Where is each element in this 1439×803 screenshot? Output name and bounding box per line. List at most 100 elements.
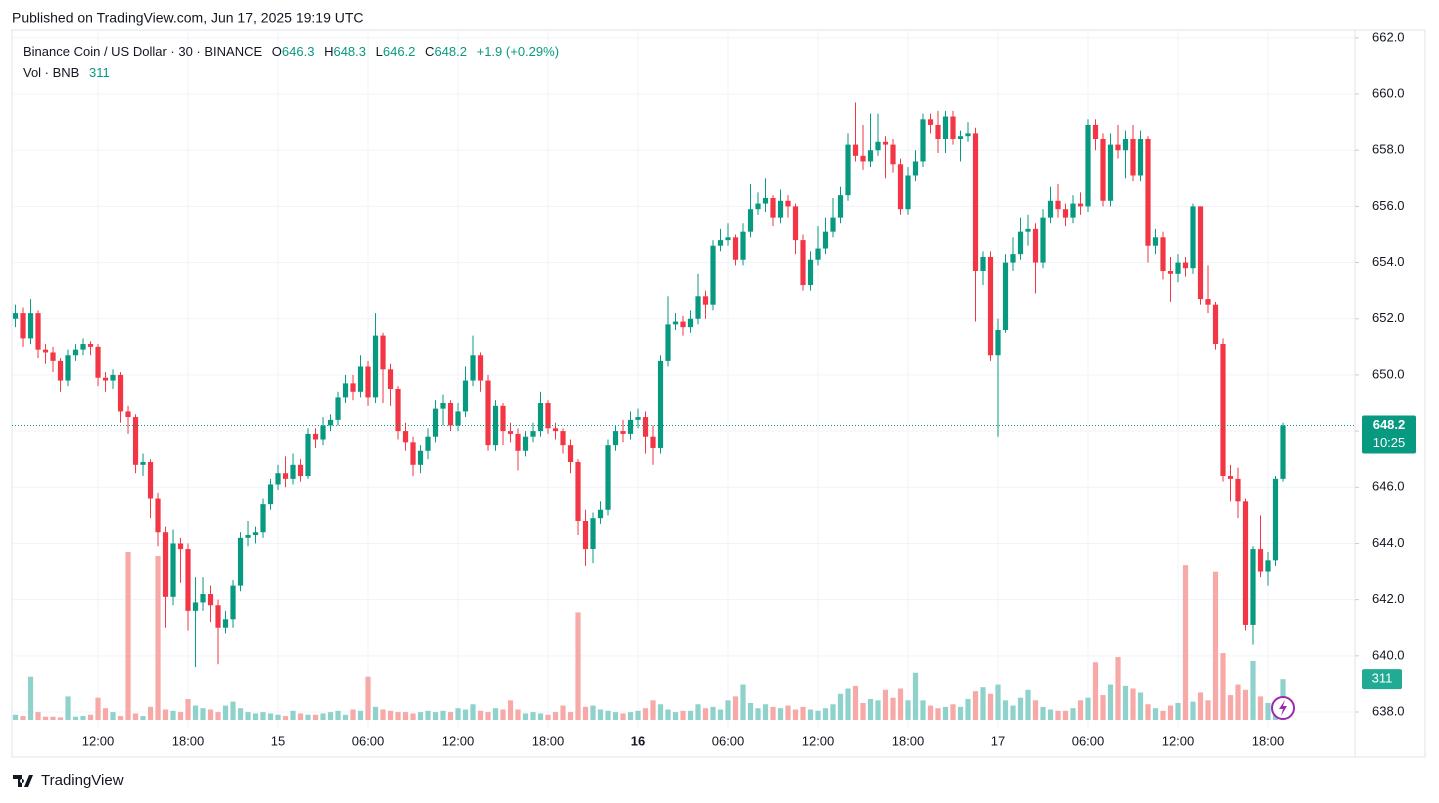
candle-body: [312, 433, 319, 440]
volume-bar: [170, 710, 176, 720]
change: +1.9: [477, 44, 503, 59]
candle-body: [297, 464, 304, 477]
volume-bar: [312, 714, 319, 720]
volume-bar: [290, 710, 296, 720]
candle-body: [950, 116, 956, 139]
volume-bar: [942, 706, 949, 720]
last-price-box: [1362, 415, 1416, 454]
candle-body: [1242, 501, 1249, 625]
candle-body: [1257, 549, 1264, 572]
candle-body: [1055, 200, 1061, 210]
candle-body: [657, 360, 664, 448]
candle-body: [702, 296, 709, 305]
volume-bar: [1160, 710, 1166, 720]
candle-body: [740, 231, 746, 260]
candle-body: [687, 318, 694, 328]
candle-body: [882, 141, 889, 145]
candle-body: [417, 450, 424, 465]
candle-body: [357, 366, 364, 392]
volume-bar: [1205, 700, 1211, 720]
volume-bar: [35, 712, 41, 720]
volume-bar: [995, 684, 1001, 720]
volume-bar: [1212, 571, 1219, 720]
candle-body: [1167, 270, 1174, 274]
volume-bars: [12, 552, 1286, 720]
close-value: 648.2: [434, 44, 467, 59]
candle-body: [110, 374, 116, 381]
volume-bar: [590, 705, 596, 720]
candle-body: [162, 532, 169, 597]
alert-bolt: [1279, 700, 1287, 716]
x-tick-label: 16: [631, 733, 645, 748]
candle-body: [1085, 124, 1091, 207]
x-tick-label: 18:00: [1252, 733, 1285, 748]
volume-bar: [42, 716, 49, 720]
alert-icon[interactable]: [1271, 696, 1295, 720]
candle-body: [290, 464, 296, 479]
volume-bar: [485, 712, 491, 720]
volume-bar: [672, 712, 679, 720]
volume-bar: [830, 704, 836, 720]
candle-body: [1280, 425, 1286, 479]
candle-body: [1182, 262, 1189, 269]
candle-body: [567, 445, 574, 463]
candle-body: [785, 200, 791, 207]
candle-body: [200, 594, 206, 603]
candle-body: [635, 417, 641, 420]
candle-body: [845, 144, 851, 196]
volume-bar: [597, 709, 604, 720]
volume-bar: [582, 706, 589, 720]
volume-bar: [500, 709, 506, 720]
candle-body: [207, 594, 214, 606]
volume-bar: [905, 700, 911, 720]
volume-bar: [267, 713, 274, 720]
candle-body: [1062, 209, 1069, 218]
candle-body: [192, 602, 199, 611]
candle-body: [650, 436, 656, 448]
y-tick-label: 656.0: [1372, 198, 1405, 213]
candle-body: [305, 433, 311, 477]
candle-body: [27, 313, 34, 339]
volume-bar: [665, 709, 671, 720]
volume-bar: [687, 710, 694, 720]
candle-body: [335, 397, 341, 420]
volume-bar: [822, 708, 829, 720]
volume-bar: [470, 704, 476, 720]
candle-body: [1175, 262, 1181, 274]
volume-bar: [162, 709, 169, 720]
volume-bar: [110, 712, 116, 720]
candle-body: [642, 417, 649, 437]
candle-body: [980, 256, 986, 271]
c-label: C: [425, 44, 434, 59]
candles: [12, 102, 1286, 668]
volume-bar: [635, 710, 641, 720]
candle-body: [42, 349, 49, 353]
candle-body: [965, 133, 971, 137]
x-tick-label: 18:00: [172, 733, 205, 748]
volume-bar: [50, 716, 56, 720]
volume-bar: [327, 712, 334, 720]
candle-body: [1212, 304, 1219, 345]
volume-bar: [1017, 697, 1024, 720]
volume-bar: [695, 704, 701, 720]
volume-bar: [552, 712, 559, 720]
volume-bar: [965, 699, 971, 720]
candle-body: [560, 431, 566, 446]
volume-bar: [785, 705, 791, 720]
candle-body: [545, 403, 551, 429]
last-price-label: 648.2: [1373, 417, 1406, 432]
volume-bar: [402, 712, 409, 720]
volume-bar: [117, 716, 124, 720]
volume-bar: [1100, 695, 1106, 720]
candle-body: [327, 419, 334, 426]
candle-body: [627, 419, 634, 434]
x-tick-label: 12:00: [442, 733, 475, 748]
candle-body: [822, 231, 829, 249]
candle-body: [935, 124, 941, 139]
volume-bar: [125, 552, 131, 720]
volume-legend: Vol · BNB 311: [23, 65, 110, 80]
grid: [12, 30, 1355, 728]
candle-body: [1205, 299, 1211, 305]
legend: Binance Coin / US Dollar · 30 · BINANCE …: [23, 44, 559, 59]
candle-body: [72, 349, 79, 356]
